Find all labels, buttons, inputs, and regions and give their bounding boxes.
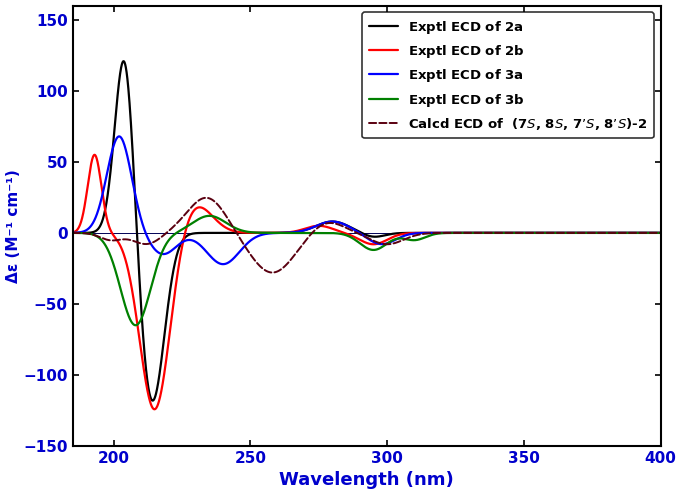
Exptl ECD of 3b <box>656 230 664 236</box>
Exptl ECD of 2a <box>136 284 144 290</box>
Y-axis label: Δε (M⁻¹ cm⁻¹): Δε (M⁻¹ cm⁻¹) <box>5 169 20 283</box>
Exptl ECD of 3b <box>320 230 328 236</box>
Exptl ECD of 2a <box>320 220 328 226</box>
Exptl ECD of 3a <box>136 212 144 218</box>
Exptl ECD of 3b <box>295 230 303 236</box>
Exptl ECD of 3a <box>170 245 179 251</box>
Exptl ECD of 2a <box>295 229 303 235</box>
Calcd ECD of  (7S, 8S, 7’S, 8’S)-2 <box>320 221 328 227</box>
Exptl ECD of 2b <box>295 228 303 234</box>
Line: Exptl ECD of 3a: Exptl ECD of 3a <box>73 137 660 264</box>
Calcd ECD of  (7S, 8S, 7’S, 8’S)-2 <box>295 247 303 253</box>
Exptl ECD of 2b <box>582 230 590 236</box>
Line: Exptl ECD of 2a: Exptl ECD of 2a <box>73 61 660 400</box>
Exptl ECD of 2b <box>320 223 328 229</box>
Exptl ECD of 2a <box>69 230 77 236</box>
Exptl ECD of 2a <box>656 230 664 236</box>
Exptl ECD of 2a <box>171 259 179 265</box>
Exptl ECD of 3a <box>582 230 590 236</box>
Exptl ECD of 2a <box>149 397 157 403</box>
Exptl ECD of 3a <box>656 230 664 236</box>
Exptl ECD of 3a <box>320 220 328 226</box>
Exptl ECD of 2b <box>91 152 99 158</box>
Calcd ECD of  (7S, 8S, 7’S, 8’S)-2 <box>656 230 664 236</box>
Calcd ECD of  (7S, 8S, 7’S, 8’S)-2 <box>582 230 590 236</box>
Exptl ECD of 2b <box>645 230 653 236</box>
Calcd ECD of  (7S, 8S, 7’S, 8’S)-2 <box>202 195 210 201</box>
Exptl ECD of 3b <box>205 213 213 219</box>
Exptl ECD of 2a <box>119 58 128 64</box>
Exptl ECD of 3b <box>136 318 144 324</box>
Calcd ECD of  (7S, 8S, 7’S, 8’S)-2 <box>170 223 179 229</box>
Exptl ECD of 3b <box>645 230 653 236</box>
Exptl ECD of 2b <box>171 289 179 295</box>
Exptl ECD of 2a <box>645 230 653 236</box>
Calcd ECD of  (7S, 8S, 7’S, 8’S)-2 <box>645 230 653 236</box>
X-axis label: Wavelength (nm): Wavelength (nm) <box>279 471 454 490</box>
Line: Exptl ECD of 3b: Exptl ECD of 3b <box>73 216 660 325</box>
Calcd ECD of  (7S, 8S, 7’S, 8’S)-2 <box>268 270 276 276</box>
Calcd ECD of  (7S, 8S, 7’S, 8’S)-2 <box>136 240 144 246</box>
Exptl ECD of 2b <box>656 230 664 236</box>
Exptl ECD of 2b <box>69 230 77 236</box>
Exptl ECD of 3a <box>295 229 303 235</box>
Exptl ECD of 3b <box>582 230 590 236</box>
Calcd ECD of  (7S, 8S, 7’S, 8’S)-2 <box>69 230 77 236</box>
Exptl ECD of 2b <box>136 340 144 346</box>
Exptl ECD of 2b <box>150 406 158 412</box>
Legend: Exptl ECD of $\bf{2a}$, Exptl ECD of $\bf{2b}$, Exptl ECD of $\bf{3a}$, Exptl EC: Exptl ECD of $\bf{2a}$, Exptl ECD of $\b… <box>362 12 654 139</box>
Line: Calcd ECD of  (7S, 8S, 7’S, 8’S)-2: Calcd ECD of (7S, 8S, 7’S, 8’S)-2 <box>73 198 660 273</box>
Exptl ECD of 3a <box>115 134 123 140</box>
Line: Exptl ECD of 2b: Exptl ECD of 2b <box>73 155 660 409</box>
Exptl ECD of 3a <box>219 261 227 267</box>
Exptl ECD of 3a <box>645 230 653 236</box>
Exptl ECD of 3b <box>170 231 179 237</box>
Exptl ECD of 2a <box>582 230 590 236</box>
Exptl ECD of 3a <box>69 230 77 236</box>
Exptl ECD of 3b <box>132 322 140 328</box>
Exptl ECD of 3b <box>69 230 77 236</box>
